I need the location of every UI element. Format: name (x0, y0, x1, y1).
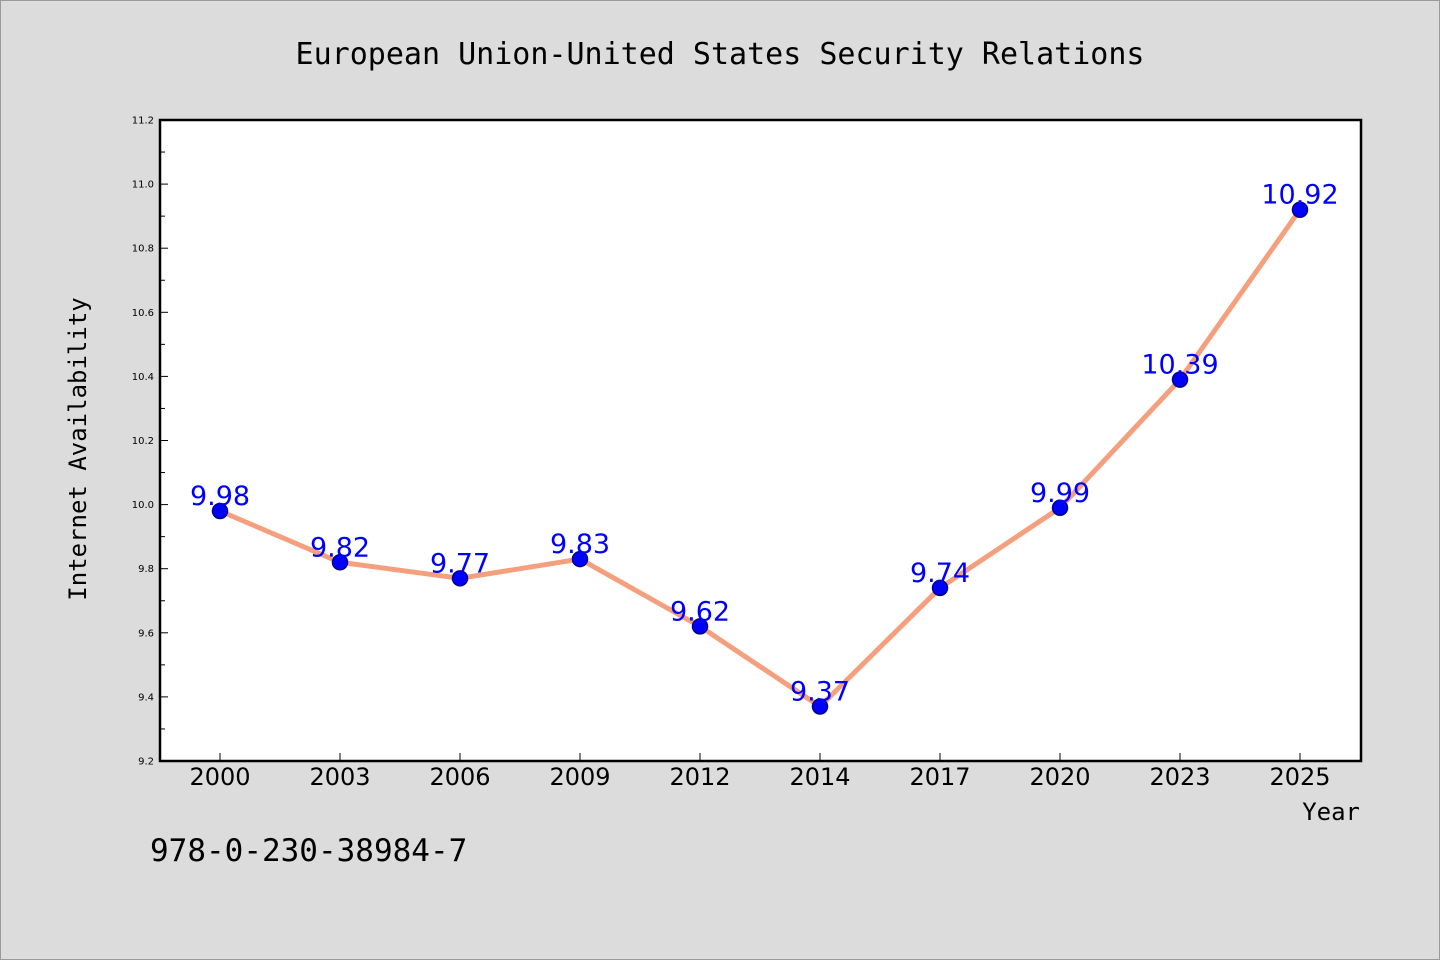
data-label: 9.82 (310, 532, 370, 563)
x-tick-label: 2012 (669, 763, 730, 791)
x-tick-label: 2017 (909, 763, 970, 791)
y-tick-label: 10.6 (132, 308, 154, 319)
x-tick-label: 2003 (309, 763, 370, 791)
y-tick-label: 11.2 (132, 116, 154, 127)
x-tick-label: 2023 (1149, 763, 1210, 791)
data-point-marker (691, 618, 709, 635)
data-point-marker (571, 550, 589, 568)
x-tick-label: 2006 (429, 763, 490, 791)
data-point-marker (1051, 499, 1069, 517)
y-tick-label: 9.6 (138, 628, 154, 639)
data-point-marker (931, 579, 949, 597)
y-tick-label: 9.2 (138, 757, 154, 768)
data-label: 10.39 (1141, 350, 1218, 381)
data-point-marker (1291, 201, 1309, 218)
x-tick-label: 2014 (789, 763, 850, 791)
y-tick-label: 10.2 (132, 436, 154, 447)
plot-area (158, 118, 1363, 763)
y-tick-label: 10.4 (132, 372, 154, 383)
chart-title: European Union-United States Security Re… (296, 37, 1145, 72)
data-label: 9.77 (430, 548, 490, 579)
data-point-marker (1171, 371, 1189, 388)
data-point-marker (811, 698, 829, 715)
y-tick-label: 10.8 (132, 244, 154, 255)
data-label: 9.98 (190, 481, 250, 512)
data-labels-group: 9.98 9.82 9.77 9.83 9.62 9.37 9.74 9.99 10.39 10.… (190, 180, 1339, 708)
data-label: 9.62 (670, 596, 730, 627)
y-axis-label: Internet Availability (64, 297, 92, 600)
series-markers-group (211, 201, 1309, 715)
y-axis: 9.2 9.4 9.6 9.8 10.0 10.2 10.4 10.6 10.8 11.0 11.2 (132, 116, 168, 768)
data-point-marker (211, 502, 229, 520)
x-tick-label: 2009 (549, 763, 610, 791)
series-line-group (217, 207, 1303, 710)
data-label: 9.37 (790, 677, 850, 708)
x-tick-label: 2020 (1029, 763, 1090, 791)
data-point-marker (331, 554, 349, 571)
data-label: 10.92 (1261, 180, 1338, 211)
x-tick-label: 2025 (1269, 763, 1330, 791)
data-label: 9.74 (910, 558, 970, 589)
x-axis: 2000 2003 2006 2009 2012 2014 2017 2020 2023 2025 (189, 753, 1331, 791)
data-label: 9.99 (1030, 478, 1090, 509)
y-tick-label: 11.0 (132, 180, 154, 191)
x-axis-label: Year (1302, 798, 1360, 826)
data-label: 9.83 (550, 529, 610, 560)
series-line (217, 207, 1303, 710)
y-tick-label: 10.0 (132, 500, 154, 511)
isbn-text: 978-0-230-38984-7 (150, 833, 468, 869)
data-point-marker (451, 570, 469, 587)
y-tick-label: 9.8 (138, 564, 154, 575)
y-tick-label: 9.4 (138, 692, 154, 703)
x-tick-label: 2000 (189, 763, 250, 791)
